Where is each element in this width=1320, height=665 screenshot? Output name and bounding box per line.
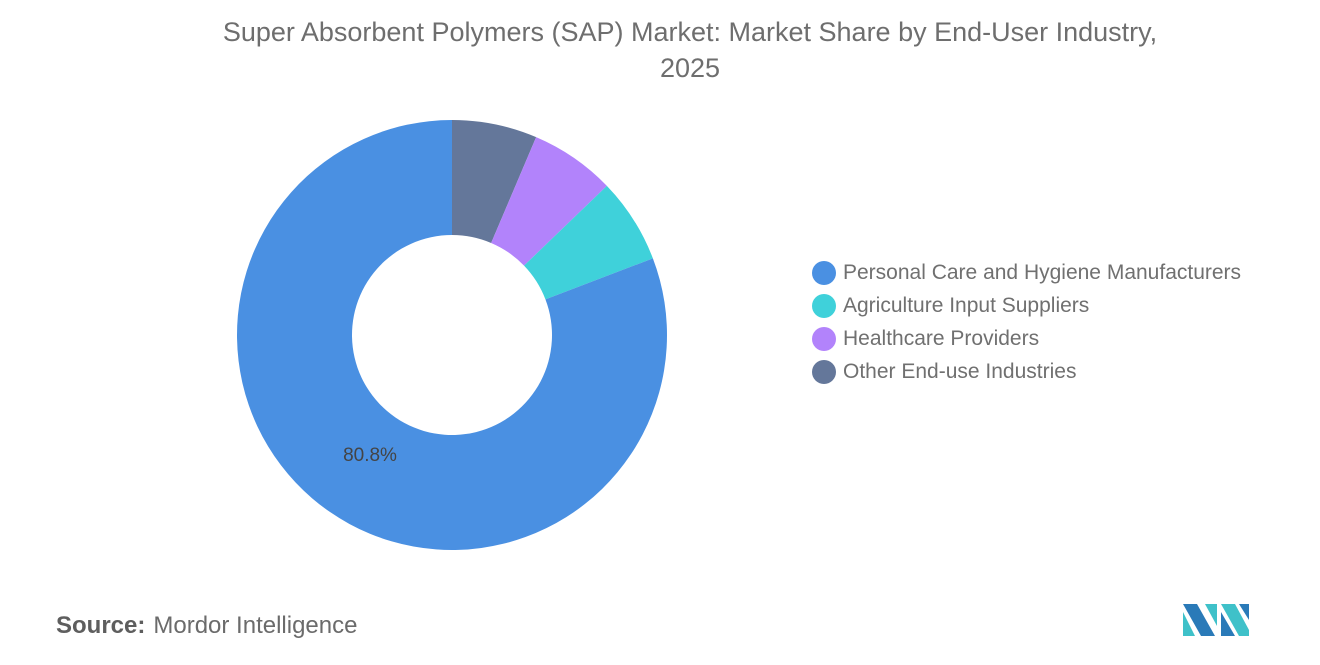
legend-label: Personal Care and Hygiene Manufacturers: [843, 260, 1242, 284]
legend: Personal Care and Hygiene Manufacturers …: [812, 256, 1241, 388]
legend-label: Other End-use Industries: [843, 359, 1077, 383]
mordor-intelligence-logo: [1183, 604, 1249, 636]
chart-title-line-2: 2025: [659, 53, 721, 83]
legend-item-agriculture: Agriculture Input Suppliers: [812, 289, 1241, 322]
legend-swatch: [812, 260, 836, 285]
donut-slices: [236, 120, 667, 551]
legend-swatch: [812, 293, 836, 318]
slice-agriculture-input-suppliers: [524, 185, 653, 300]
data-label: 80.8%: [343, 445, 397, 466]
slice-personal-care-and-hygiene-manufacturers: [236, 120, 667, 551]
legend-swatch: [812, 326, 836, 351]
source-note: Source: Mordor Intelligence: [56, 612, 357, 640]
chart-title: Super Absorbent Polymers (SAP) Market: M…: [0, 14, 1320, 86]
legend-swatch: [812, 359, 836, 384]
legend-item-other: Other End-use Industries: [812, 355, 1241, 388]
source-label: Source:: [56, 612, 146, 639]
slice-healthcare-providers: [491, 137, 607, 266]
legend-label: Healthcare Providers: [843, 326, 1040, 350]
slice-other-end-use-industries: [452, 120, 537, 243]
legend-item-healthcare: Healthcare Providers: [812, 322, 1241, 355]
source-value: Mordor Intelligence: [153, 612, 358, 639]
legend-item-personal-care: Personal Care and Hygiene Manufacturers: [812, 256, 1241, 289]
chart-title-line-1: Super Absorbent Polymers (SAP) Market: M…: [222, 17, 1158, 47]
legend-label: Agriculture Input Suppliers: [843, 293, 1090, 317]
data-labels: 80.8%: [343, 445, 397, 466]
